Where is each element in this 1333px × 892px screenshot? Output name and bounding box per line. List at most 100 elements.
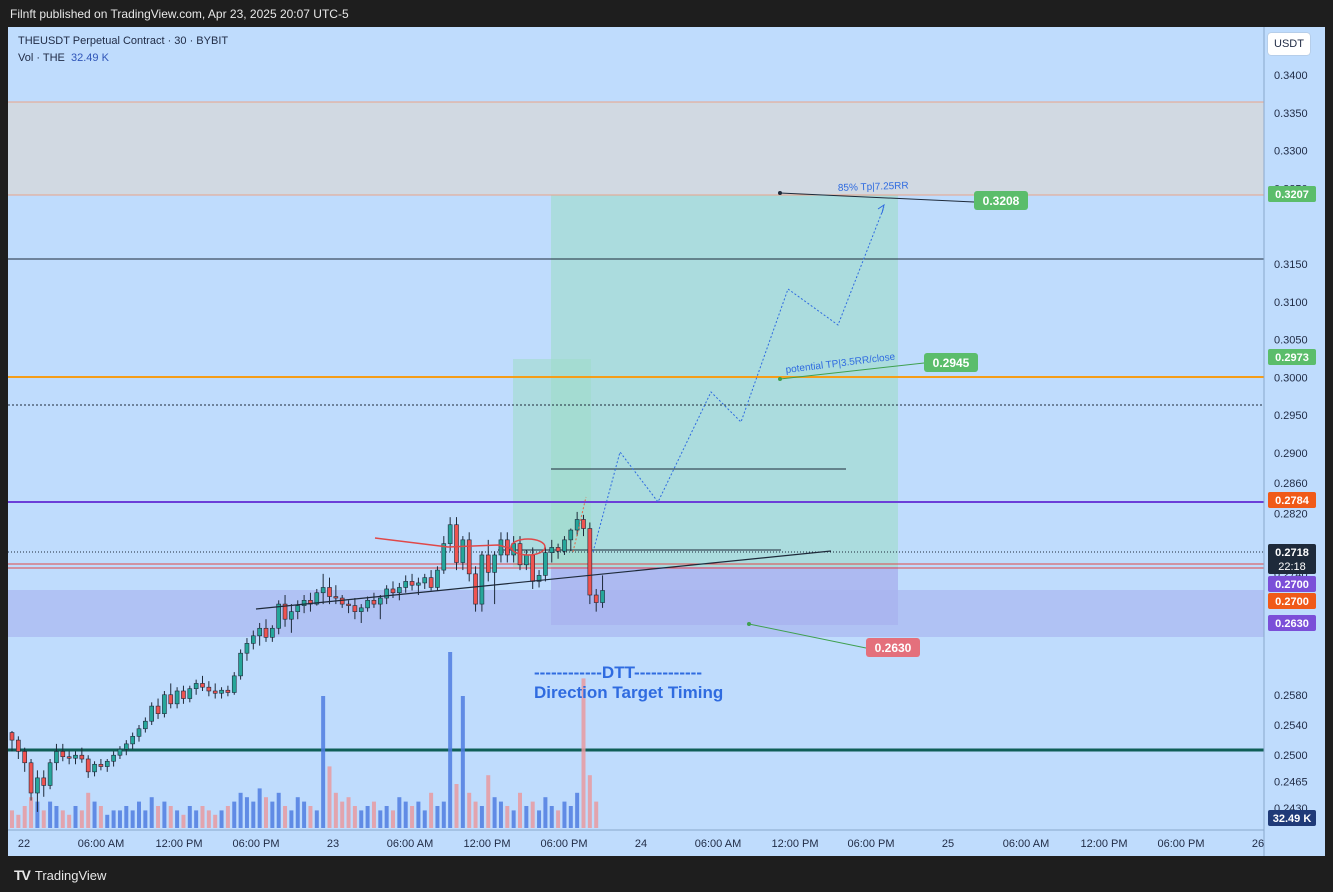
candle — [143, 720, 148, 730]
candle — [193, 683, 199, 690]
candle — [136, 728, 142, 737]
currency-button[interactable]: USDT — [1268, 33, 1310, 55]
volume-bar — [16, 814, 21, 828]
chart-pane[interactable]: 85% Tp|7.25RR potential TP|3.5RR/close -… — [8, 27, 1325, 856]
price-tick-label: 0.3050 — [1274, 335, 1308, 347]
candle — [555, 547, 561, 552]
tp85-value: 0.3208 — [983, 194, 1020, 208]
price-tick-label: 0.2540 — [1274, 720, 1308, 732]
price-axis: 0.34000.33500.33000.32500.31500.31000.30… — [1263, 27, 1325, 856]
tradingview-logo[interactable]: TV TradingView — [14, 867, 106, 883]
candle — [416, 582, 421, 586]
volume-bar — [340, 801, 345, 828]
volume-bar — [251, 801, 256, 828]
time-tick-label: 06:00 AM — [387, 838, 433, 850]
volume-bar — [187, 806, 192, 828]
candle — [320, 587, 326, 594]
volume-bar — [98, 806, 103, 828]
volume-bar — [594, 801, 599, 828]
candle — [403, 581, 409, 588]
volume-bar — [479, 806, 484, 828]
projected-path — [592, 206, 885, 553]
candle — [47, 762, 53, 786]
dtt-line1: ------------DTT------------ — [534, 663, 702, 682]
dtt-line2: Direction Target Timing — [534, 683, 723, 702]
candle — [562, 539, 567, 552]
volume-bar — [352, 806, 357, 828]
volume-bar — [111, 810, 116, 828]
price-label-box — [1268, 810, 1316, 826]
volume-bar — [238, 792, 243, 828]
tp-potential-box — [924, 353, 978, 372]
candle — [174, 690, 180, 705]
volume-bar — [562, 801, 567, 828]
time-tick-label: 12:00 PM — [155, 838, 202, 850]
volume-bar — [505, 806, 510, 828]
price-label-box — [1268, 576, 1316, 592]
candle — [460, 539, 466, 563]
volume-bar — [422, 810, 427, 828]
candle — [200, 683, 205, 688]
volume-bar — [181, 814, 186, 828]
tp85-box — [974, 191, 1028, 210]
volume-bar — [346, 797, 351, 828]
candle — [276, 603, 282, 629]
price-label: 0.2973 — [1275, 352, 1309, 364]
footer-bar: TV TradingView — [0, 856, 1333, 892]
candle — [543, 552, 548, 576]
volume-bar — [378, 810, 383, 828]
candle — [409, 581, 415, 586]
volume-bar — [35, 801, 40, 828]
volume-bar — [194, 810, 199, 828]
volume-bar — [283, 806, 288, 828]
volume-bar — [473, 801, 478, 828]
price-tick-label: 0.2820 — [1274, 508, 1308, 520]
price-label: 0.2630 — [1275, 618, 1309, 630]
candle — [498, 539, 504, 556]
volume-bar — [460, 696, 465, 828]
candle — [428, 577, 434, 588]
candle — [251, 635, 256, 644]
candle — [9, 732, 15, 741]
volume-bar — [410, 806, 415, 828]
tp85-label: 85% Tp|7.25RR — [838, 181, 909, 194]
price-tick-label: 0.3100 — [1274, 297, 1308, 309]
volume-bar — [137, 801, 141, 828]
publish-header: Filnft published on TradingView.com, Apr… — [0, 0, 1333, 27]
candle — [289, 611, 294, 620]
volume-bar — [543, 797, 548, 828]
sl-value: 0.2630 — [875, 641, 912, 655]
sl-zone — [551, 567, 898, 625]
volume-bar — [60, 810, 65, 828]
tp-potential-value: 0.2945 — [933, 356, 970, 370]
time-tick-label: 23 — [327, 838, 339, 850]
legend-volume[interactable]: Vol · THE 32.49 K — [18, 52, 109, 64]
candle — [181, 690, 186, 699]
candle — [124, 743, 129, 750]
volume-bar — [486, 775, 491, 828]
volume-bar — [530, 801, 535, 828]
volume-bar — [79, 810, 84, 828]
chart-svg[interactable]: 85% Tp|7.25RR potential TP|3.5RR/close -… — [8, 27, 1325, 856]
candle — [492, 554, 497, 573]
candle — [593, 594, 599, 603]
price-label: 0.2784 — [1275, 495, 1310, 507]
legend-symbol[interactable]: THEUSDT Perpetual Contract · 30 · BYBIT — [18, 35, 229, 47]
candle — [454, 524, 459, 563]
price-label: 0.2700 — [1275, 596, 1309, 608]
time-tick-label: 22 — [18, 838, 30, 850]
volume-bar — [308, 806, 313, 828]
price-tick-label: 0.3300 — [1274, 146, 1308, 158]
volume-bar — [467, 792, 472, 828]
volume-bar — [130, 810, 135, 828]
candle — [111, 754, 116, 762]
candle — [333, 596, 339, 599]
volume-bar — [321, 696, 326, 828]
candle — [257, 627, 262, 637]
volume-bar — [384, 806, 389, 828]
time-axis: 22 06:00 AM 12:00 PM 06:00 PM 23 06:00 AM 12:0… — [8, 829, 1264, 850]
price-tick-label: 0.2950 — [1274, 410, 1308, 422]
volume-bar — [435, 806, 440, 828]
candle — [397, 587, 402, 594]
candle — [358, 607, 364, 612]
